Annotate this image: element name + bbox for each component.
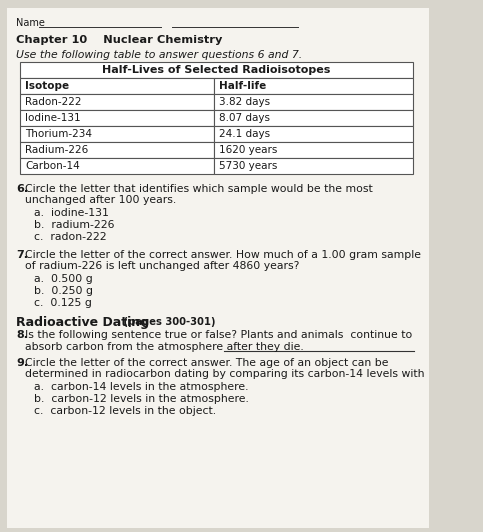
- Text: (pages 300-301): (pages 300-301): [120, 317, 215, 327]
- Text: Radon-222: Radon-222: [25, 97, 82, 107]
- Text: Circle the letter that identifies which sample would be the most: Circle the letter that identifies which …: [25, 184, 373, 194]
- Text: absorb carbon from the atmosphere after they die.: absorb carbon from the atmosphere after …: [25, 342, 304, 352]
- Bar: [214, 110, 412, 126]
- Text: Use the following table to answer questions 6 and 7.: Use the following table to answer questi…: [16, 50, 302, 60]
- Text: Circle the letter of the correct answer. The age of an object can be: Circle the letter of the correct answer.…: [25, 358, 389, 368]
- Bar: [20, 110, 214, 126]
- Text: Half-life: Half-life: [219, 81, 267, 91]
- Text: Thorium-234: Thorium-234: [25, 129, 92, 139]
- Text: Name: Name: [16, 18, 45, 28]
- Text: 24.1 days: 24.1 days: [219, 129, 270, 139]
- Text: 8.: 8.: [16, 330, 28, 340]
- Text: 3.82 days: 3.82 days: [219, 97, 270, 107]
- Text: c.  radon-222: c. radon-222: [34, 232, 107, 242]
- Bar: [214, 126, 412, 142]
- Text: Is the following sentence true or false? Plants and animals  continue to: Is the following sentence true or false?…: [25, 330, 412, 340]
- Bar: [214, 142, 412, 158]
- Text: b.  carbon-12 levels in the atmosphere.: b. carbon-12 levels in the atmosphere.: [34, 394, 249, 404]
- Text: c.  carbon-12 levels in the object.: c. carbon-12 levels in the object.: [34, 406, 216, 416]
- Text: 1620 years: 1620 years: [219, 145, 278, 155]
- Text: Radioactive Dating: Radioactive Dating: [16, 316, 149, 329]
- Text: b.  radium-226: b. radium-226: [34, 220, 115, 230]
- Text: Radium-226: Radium-226: [25, 145, 88, 155]
- Bar: [20, 94, 214, 110]
- Text: a.  carbon-14 levels in the atmosphere.: a. carbon-14 levels in the atmosphere.: [34, 382, 249, 392]
- Bar: [20, 142, 214, 158]
- Text: a.  0.500 g: a. 0.500 g: [34, 274, 93, 284]
- Bar: [20, 126, 214, 142]
- Bar: [20, 62, 412, 78]
- Text: 8.07 days: 8.07 days: [219, 113, 270, 123]
- Text: determined in radiocarbon dating by comparing its carbon-14 levels with: determined in radiocarbon dating by comp…: [25, 369, 425, 379]
- Text: 6.: 6.: [16, 184, 28, 194]
- Bar: [20, 78, 214, 94]
- Text: 5730 years: 5730 years: [219, 161, 278, 171]
- Text: a.  iodine-131: a. iodine-131: [34, 208, 109, 218]
- Text: Circle the letter of the correct answer. How much of a 1.00 gram sample: Circle the letter of the correct answer.…: [25, 250, 421, 260]
- Bar: [214, 78, 412, 94]
- Text: b.  0.250 g: b. 0.250 g: [34, 286, 93, 296]
- Text: Half-Lives of Selected Radioisotopes: Half-Lives of Selected Radioisotopes: [102, 65, 330, 75]
- Bar: [214, 158, 412, 174]
- Text: 9.: 9.: [16, 358, 28, 368]
- Text: of radium-226 is left unchanged after 4860 years?: of radium-226 is left unchanged after 48…: [25, 261, 299, 271]
- Text: Iodine-131: Iodine-131: [25, 113, 81, 123]
- Bar: [20, 158, 214, 174]
- Text: Isotope: Isotope: [25, 81, 70, 91]
- Text: c.  0.125 g: c. 0.125 g: [34, 298, 92, 308]
- Text: Carbon-14: Carbon-14: [25, 161, 80, 171]
- Text: Chapter 10    Nuclear Chemistry: Chapter 10 Nuclear Chemistry: [16, 35, 223, 45]
- Text: unchanged after 100 years.: unchanged after 100 years.: [25, 195, 176, 205]
- Bar: [214, 94, 412, 110]
- Text: 7.: 7.: [16, 250, 28, 260]
